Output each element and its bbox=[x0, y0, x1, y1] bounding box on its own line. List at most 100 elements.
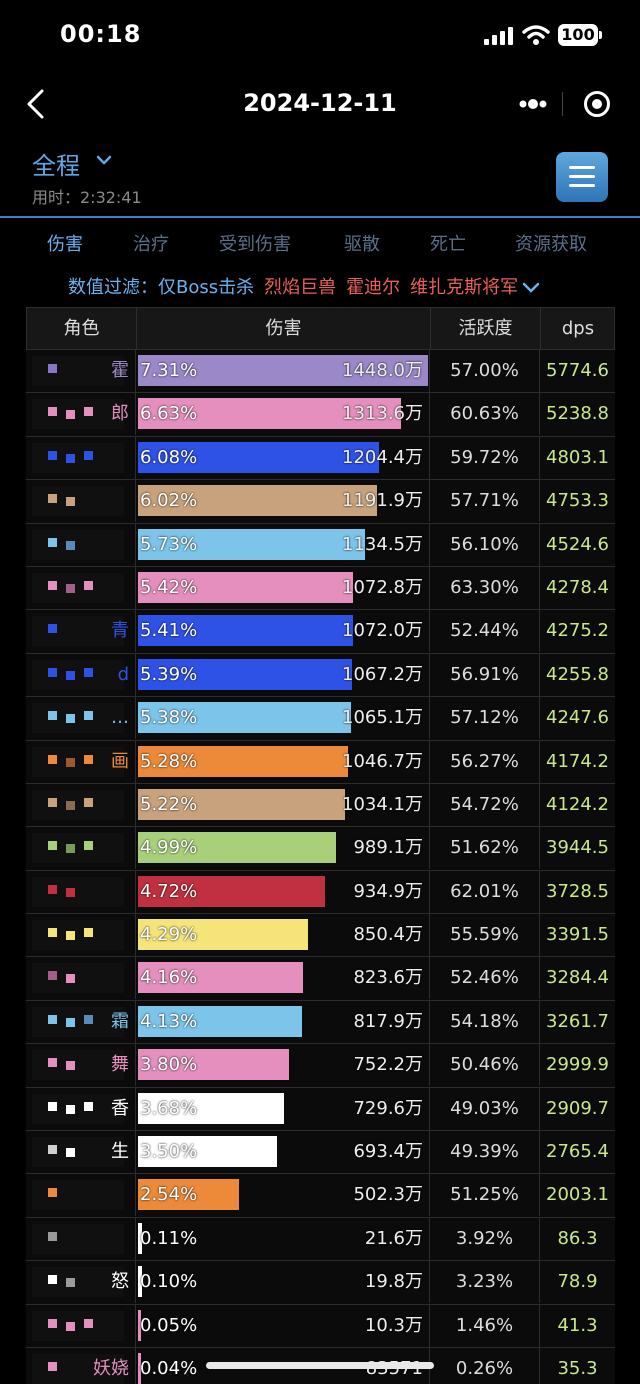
header-role[interactable]: 角色 bbox=[27, 308, 137, 350]
damage-bar bbox=[138, 1352, 141, 1384]
damage-value: 1046.7万 bbox=[342, 750, 423, 772]
player-name-cell bbox=[26, 523, 136, 566]
name-pixel bbox=[66, 453, 75, 463]
activity-value: 56.91% bbox=[430, 653, 540, 696]
table-row[interactable]: 5.73% 1134.5万 56.10% 4524.6 bbox=[26, 523, 615, 567]
damage-cell: 3.80% 752.2万 bbox=[136, 1044, 430, 1087]
damage-value: 1134.5万 bbox=[342, 533, 423, 555]
player-name-cell: 青 bbox=[26, 610, 136, 653]
dps-value: 2999.9 bbox=[546, 1054, 609, 1076]
table-row[interactable]: … 5.38% 1065.1万 57.12% 4247.6 bbox=[26, 697, 615, 741]
name-pixel bbox=[84, 1014, 93, 1024]
player-name-cell: d bbox=[26, 653, 136, 696]
activity-value: 52.46% bbox=[430, 957, 540, 1000]
table-row[interactable]: 青 5.41% 1072.0万 52.44% 4275.2 bbox=[26, 610, 615, 654]
damage-percent: 5.41% bbox=[140, 620, 198, 642]
table-row[interactable]: 舞 3.80% 752.2万 50.46% 2999.9 bbox=[26, 1044, 615, 1088]
table-row[interactable]: 5.22% 1034.1万 54.72% 4124.2 bbox=[26, 783, 615, 828]
table-row[interactable]: 4.99% 989.1万 51.62% 3944.5 bbox=[26, 827, 615, 871]
dps-value: 4275.2 bbox=[546, 620, 609, 642]
dps-value: 4174.2 bbox=[546, 750, 609, 772]
name-mask bbox=[32, 399, 124, 430]
value-filter[interactable]: 数值过滤：仅Boss击杀 烈焰巨兽 霍迪尔 维扎克斯将军 bbox=[68, 273, 540, 299]
player-name-cell bbox=[26, 566, 136, 609]
damage-cell: 4.72% 934.9万 bbox=[136, 870, 430, 913]
table-row[interactable]: 4.29% 850.4万 55.59% 3391.5 bbox=[26, 914, 615, 958]
name-pixel bbox=[66, 1061, 75, 1071]
chevron-down-icon[interactable] bbox=[522, 281, 540, 295]
name-pixel bbox=[84, 407, 93, 417]
damage-percent: 4.16% bbox=[140, 967, 198, 989]
damage-percent: 4.99% bbox=[140, 837, 198, 859]
home-indicator bbox=[206, 1362, 434, 1369]
damage-bar bbox=[138, 962, 303, 994]
player-name-cell: 郎 bbox=[26, 393, 136, 436]
activity-value: 59.72% bbox=[430, 436, 540, 479]
damage-bar bbox=[138, 919, 308, 951]
name-pixel bbox=[48, 494, 57, 504]
table-row[interactable]: 郎 6.63% 1313.6万 60.63% 5238.8 bbox=[26, 393, 615, 437]
name-mask bbox=[32, 572, 124, 603]
name-pixel bbox=[66, 931, 75, 941]
header-dps[interactable]: dps bbox=[561, 318, 595, 339]
table-row[interactable]: 0.05% 10.3万 1.46% 41.3 bbox=[26, 1304, 615, 1348]
nav-bar: 2024-12-11 bbox=[0, 72, 640, 136]
table-row[interactable]: 4.72% 934.9万 62.01% 3728.5 bbox=[26, 870, 615, 915]
table-row[interactable]: d 5.39% 1067.2万 56.91% 4255.8 bbox=[26, 653, 615, 698]
damage-value: 1313.6万 bbox=[342, 403, 423, 425]
table-row[interactable]: 香 3.68% 729.6万 49.03% 2909.7 bbox=[26, 1087, 615, 1132]
damage-percent: 0.10% bbox=[140, 1271, 198, 1293]
name-pixel bbox=[48, 1058, 57, 1068]
damage-percent: 0.05% bbox=[140, 1314, 198, 1336]
tab-deaths[interactable]: 死亡 bbox=[430, 234, 466, 255]
menu-button[interactable] bbox=[556, 152, 608, 202]
damage-value: 752.2万 bbox=[353, 1054, 423, 1076]
name-pixel bbox=[48, 407, 57, 417]
tab-dispel[interactable]: 驱散 bbox=[344, 234, 380, 255]
table-row[interactable]: 4.16% 823.6万 52.46% 3284.4 bbox=[26, 957, 615, 1001]
dps-value: 4803.1 bbox=[546, 446, 609, 468]
table-row[interactable]: 6.08% 1204.4万 59.72% 4803.1 bbox=[26, 436, 615, 481]
player-name: 青 bbox=[111, 620, 129, 642]
activity-value: 56.27% bbox=[430, 740, 540, 783]
back-arrow-icon[interactable] bbox=[22, 88, 50, 120]
table-row[interactable]: 0.11% 21.6万 3.92% 86.3 bbox=[26, 1217, 615, 1262]
range-dropdown[interactable]: 全程 bbox=[32, 152, 80, 180]
damage-cell: 0.11% 21.6万 bbox=[136, 1217, 430, 1260]
tab-resources[interactable]: 资源获取 bbox=[515, 234, 587, 255]
name-pixel bbox=[84, 1101, 93, 1111]
header-damage[interactable]: 伤害 bbox=[137, 308, 431, 350]
dps-value: 4524.6 bbox=[546, 533, 609, 555]
table-row[interactable]: 生 3.50% 693.4万 49.39% 2765.4 bbox=[26, 1131, 615, 1175]
player-name-cell bbox=[26, 1304, 136, 1347]
damage-bar bbox=[138, 485, 377, 517]
name-pixel bbox=[66, 410, 75, 420]
table-row[interactable]: 5.42% 1072.8万 63.30% 4278.4 bbox=[26, 566, 615, 611]
chevron-down-icon[interactable] bbox=[94, 150, 114, 170]
damage-bar bbox=[138, 702, 351, 734]
table-row[interactable]: 6.02% 1191.9万 57.71% 4753.3 bbox=[26, 480, 615, 524]
name-pixel bbox=[48, 928, 57, 938]
dps-value: 86.3 bbox=[557, 1227, 598, 1249]
tab-damage-taken[interactable]: 受到伤害 bbox=[219, 234, 291, 255]
player-name-cell bbox=[26, 914, 136, 957]
table-row[interactable]: 怒 0.10% 19.8万 3.23% 78.9 bbox=[26, 1261, 615, 1305]
header-activity[interactable]: 活跃度 bbox=[431, 308, 541, 350]
player-name: 生 bbox=[111, 1141, 129, 1163]
player-name-cell bbox=[26, 827, 136, 870]
damage-bar bbox=[138, 355, 428, 386]
damage-cell: 5.42% 1072.8万 bbox=[136, 566, 430, 609]
tab-damage[interactable]: 伤害 bbox=[47, 234, 83, 255]
damage-percent: 5.73% bbox=[140, 533, 198, 555]
table-row[interactable]: 画 5.28% 1046.7万 56.27% 4174.2 bbox=[26, 740, 615, 784]
table-row[interactable]: 霍 7.31% 1448.0万 57.00% 5774.6 bbox=[26, 350, 615, 394]
player-name: 舞 bbox=[111, 1054, 129, 1076]
name-pixel bbox=[66, 583, 75, 593]
table-row[interactable]: 霜 4.13% 817.9万 54.18% 3261.7 bbox=[26, 1000, 615, 1045]
more-icon[interactable] bbox=[518, 95, 548, 113]
tab-healing[interactable]: 治疗 bbox=[133, 234, 169, 255]
table-row[interactable]: 2.54% 502.3万 51.25% 2003.1 bbox=[26, 1174, 615, 1218]
player-name: 画 bbox=[111, 750, 129, 772]
damage-bar bbox=[138, 832, 336, 864]
close-target-icon[interactable] bbox=[584, 91, 610, 117]
